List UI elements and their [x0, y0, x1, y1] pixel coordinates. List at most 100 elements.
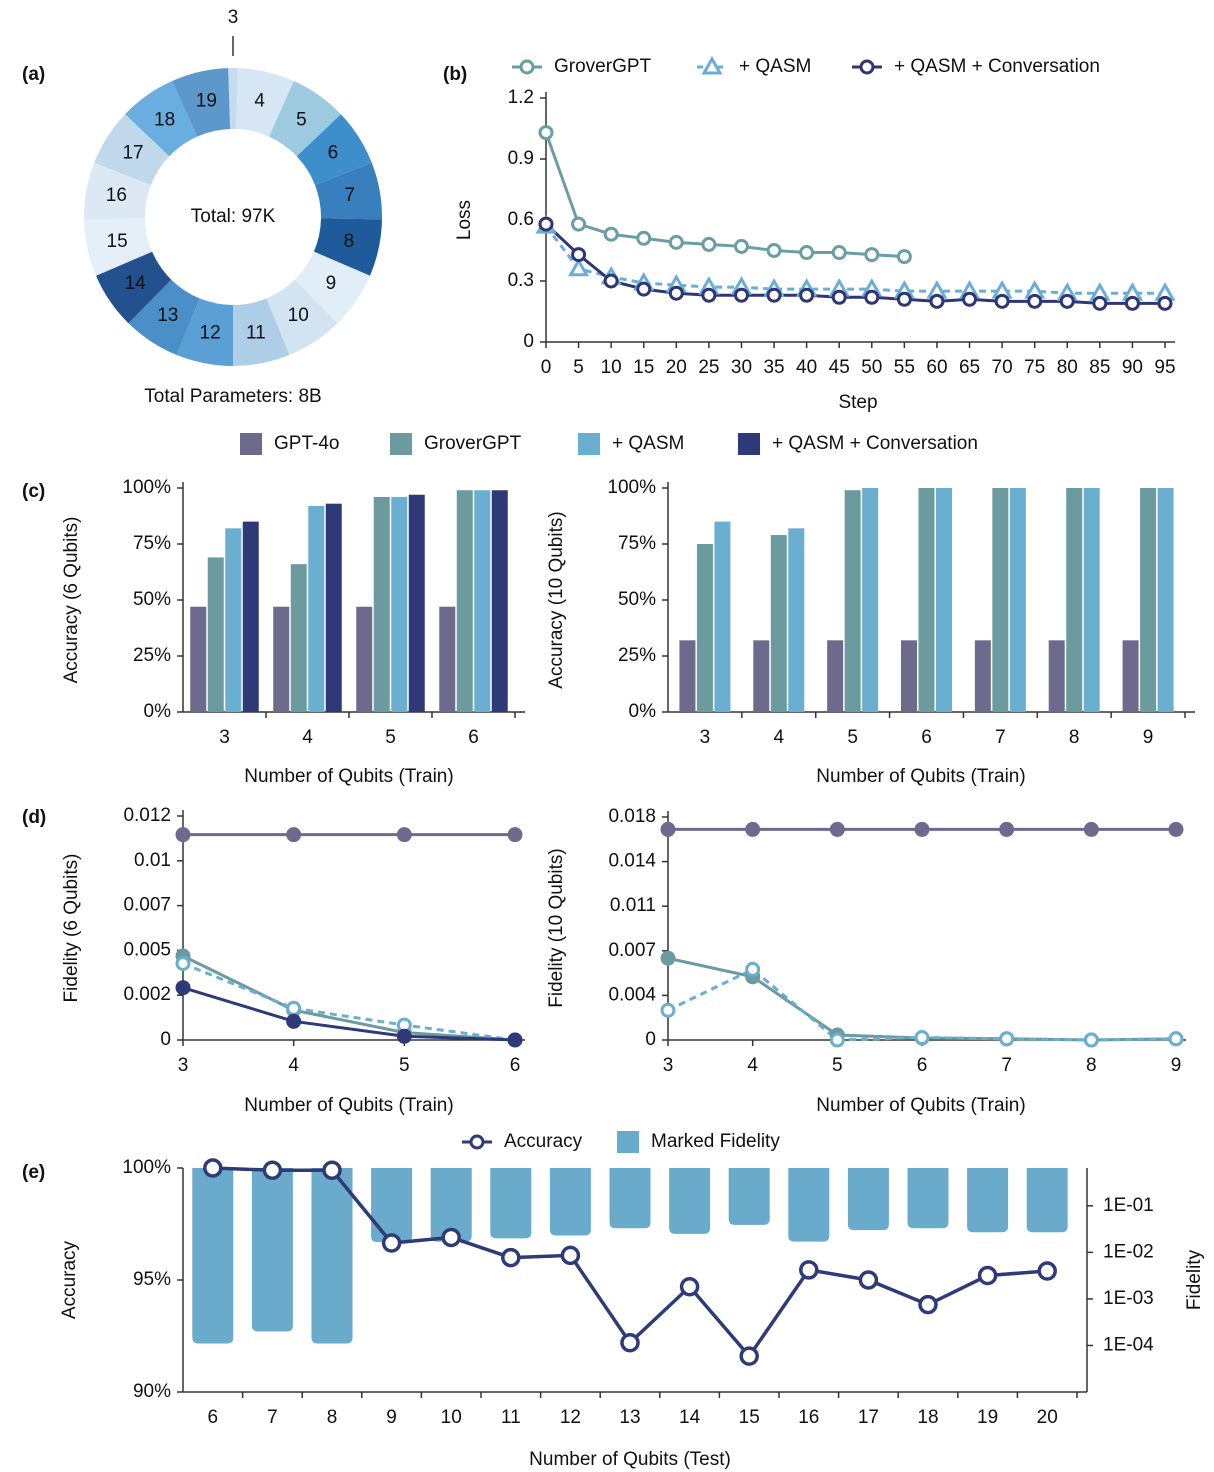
x-tick-label: 13 — [619, 1407, 640, 1428]
x-tick-label: 50 — [861, 357, 882, 378]
legend-swatch — [240, 433, 262, 455]
point — [560, 1245, 581, 1266]
donut-segment — [228, 68, 238, 130]
point — [286, 1000, 302, 1016]
segment-label: 10 — [288, 305, 309, 326]
segment-label: 4 — [254, 91, 265, 112]
x-tick-label: 6 — [468, 727, 479, 748]
segment-label: 15 — [107, 231, 128, 252]
x-tick-label: 5 — [847, 727, 858, 748]
x-tick-label: 55 — [894, 357, 915, 378]
segment-label: 19 — [196, 91, 217, 112]
segment-label: 11 — [246, 322, 266, 343]
legend-label: GroverGPT — [424, 433, 522, 454]
bar — [1157, 488, 1174, 712]
bar — [311, 1168, 353, 1344]
x-tick-label: 60 — [926, 357, 947, 378]
y-tick-label: 0.002 — [123, 984, 171, 1005]
x-tick-label: 3 — [700, 727, 711, 748]
x-tick-label: 35 — [763, 357, 784, 378]
y-tick-label: 0.007 — [608, 940, 656, 961]
point — [636, 230, 652, 246]
donut-segment — [296, 114, 372, 185]
point — [396, 1028, 412, 1044]
bar — [992, 488, 1009, 712]
point — [929, 293, 945, 309]
point — [203, 1158, 223, 1178]
x-tick-label: 3 — [178, 1055, 189, 1076]
point — [1157, 295, 1173, 311]
x-tick-label: 10 — [441, 1407, 462, 1428]
point — [567, 257, 590, 277]
bar — [290, 564, 307, 712]
series-line — [667, 967, 1177, 1042]
legend-label: Marked Fidelity — [651, 1131, 780, 1152]
x-tick-label: 12 — [560, 1407, 581, 1428]
x-tick-label: 8 — [1086, 1055, 1097, 1076]
point — [175, 980, 191, 996]
x-tick-label: 9 — [1171, 1055, 1182, 1076]
point — [999, 821, 1015, 837]
bar — [242, 521, 259, 712]
donut-segment — [84, 218, 153, 276]
y-tick-label: 0.9 — [508, 148, 534, 169]
y-axis-title: Fidelity (6 Qubits) — [61, 854, 82, 1003]
center-label: Total: 97K — [191, 206, 276, 227]
y-tick-label: 0.01 — [134, 850, 171, 871]
segment-label: 12 — [200, 322, 221, 343]
y2-tick-label: 1E-04 — [1103, 1334, 1154, 1355]
x-tick-label: 4 — [773, 727, 784, 748]
bar — [936, 488, 952, 712]
x-tick-label: 19 — [977, 1407, 998, 1428]
point — [1168, 821, 1184, 837]
y-tick-label: 0 — [160, 1029, 171, 1050]
bar — [1066, 488, 1083, 712]
point — [668, 234, 684, 250]
y-tick-label: 50% — [133, 589, 171, 610]
y-tick-label: 25% — [618, 645, 656, 666]
donut-segment — [235, 68, 294, 137]
bar — [549, 1168, 591, 1236]
point — [701, 236, 717, 252]
legend-marker — [859, 59, 875, 75]
panel-label: (c) — [22, 481, 45, 502]
y-tick-label: 0 — [523, 331, 534, 352]
panel-label: (b) — [443, 64, 467, 85]
point — [538, 125, 554, 141]
segment-label: 16 — [106, 185, 127, 206]
point — [896, 249, 912, 265]
x-axis-title: Number of Qubits (Train) — [244, 1095, 453, 1116]
point — [603, 226, 619, 242]
y2-tick-label: 1E-03 — [1103, 1288, 1154, 1309]
legend-label: + QASM + Conversation — [772, 433, 978, 454]
point — [733, 238, 749, 254]
x-tick-label: 18 — [917, 1407, 938, 1428]
point — [745, 961, 761, 977]
legend-swatch — [390, 433, 412, 455]
point — [1059, 293, 1075, 309]
donut-segment — [125, 81, 198, 157]
bar — [273, 606, 290, 712]
bar — [770, 535, 787, 712]
series-line — [182, 986, 516, 1042]
y-tick-label: 0.6 — [508, 209, 534, 230]
point — [858, 1270, 879, 1290]
y-tick-label: 100% — [122, 1157, 171, 1178]
x-tick-label: 40 — [796, 357, 817, 378]
x-tick-label: 9 — [386, 1407, 397, 1428]
segment-label: 13 — [157, 305, 178, 326]
point — [864, 247, 880, 263]
x-tick-label: 65 — [959, 357, 980, 378]
x-tick-label: 5 — [573, 357, 584, 378]
segment-label: 9 — [326, 273, 337, 294]
point — [896, 291, 912, 307]
panel-label: (a) — [22, 64, 45, 85]
point — [396, 827, 412, 843]
point — [636, 281, 652, 297]
x-tick-label: 8 — [1069, 727, 1080, 748]
donut-segment — [294, 251, 370, 324]
segment-label: 6 — [328, 142, 339, 163]
point — [381, 1233, 402, 1253]
segment-label: 18 — [154, 109, 175, 130]
point — [999, 1031, 1015, 1047]
